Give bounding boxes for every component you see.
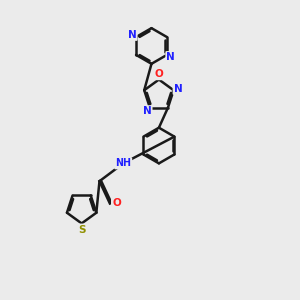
- Text: N: N: [128, 30, 136, 40]
- Text: N: N: [143, 106, 152, 116]
- Text: O: O: [112, 199, 121, 208]
- Text: N: N: [174, 84, 182, 94]
- Text: NH: NH: [115, 158, 131, 168]
- Text: N: N: [167, 52, 175, 62]
- Text: O: O: [154, 69, 163, 79]
- Text: S: S: [78, 225, 85, 235]
